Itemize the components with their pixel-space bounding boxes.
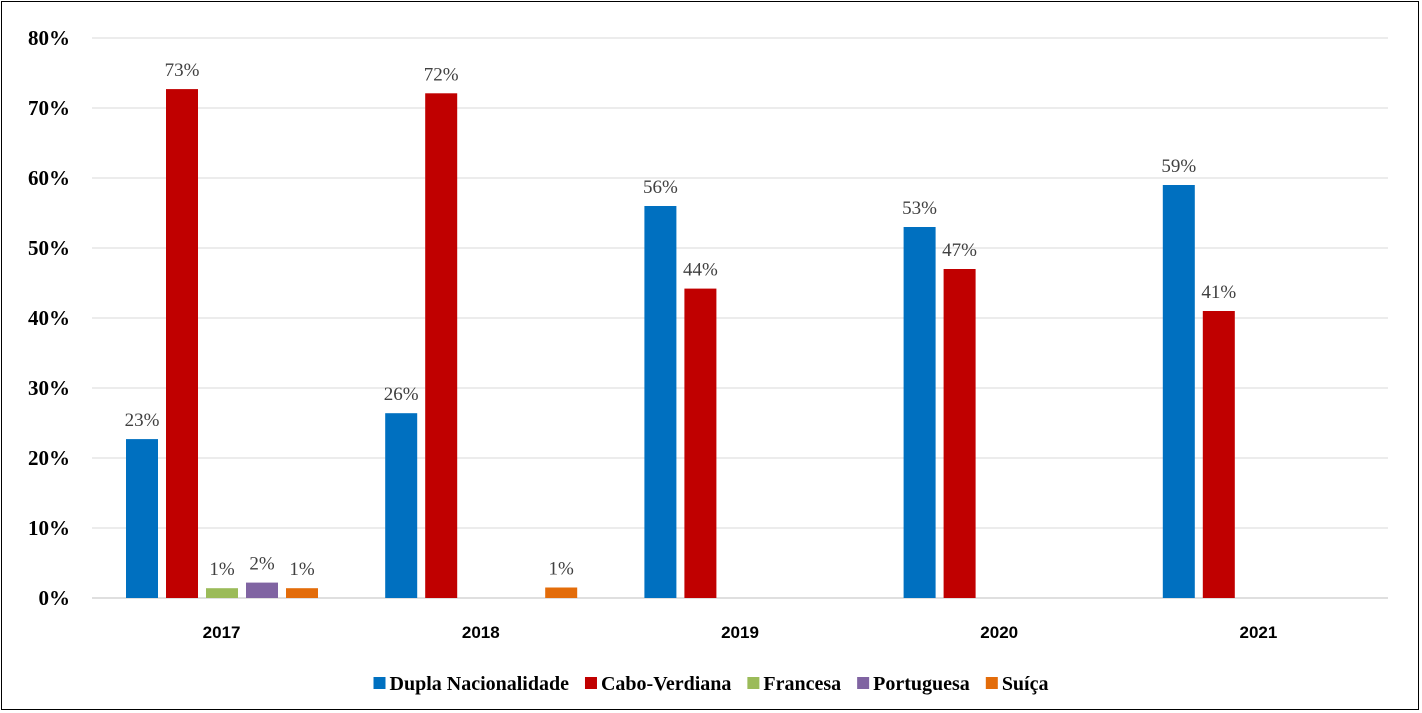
bar <box>545 587 578 598</box>
y-tick-label: 0% <box>39 586 71 610</box>
data-label: 41% <box>1201 282 1236 303</box>
bar <box>385 413 418 598</box>
x-tick-label: 2019 <box>721 623 759 642</box>
bar <box>1162 185 1195 598</box>
y-axis: 0% 10% 20% 30% 40% 50% 60% 70% 80% <box>28 26 70 610</box>
x-axis: 2017 2018 2019 2020 2021 <box>203 623 1278 642</box>
data-label: 72% <box>424 64 459 85</box>
data-label: 53% <box>902 198 937 219</box>
data-label: 2% <box>249 554 275 575</box>
data-label: 1% <box>209 559 235 580</box>
legend-swatch <box>584 677 597 689</box>
data-labels: 23% 26% 56% 53% 59% 73% 72% 44% 47% 41% 1% 2% 1% 1% <box>125 60 1237 580</box>
legend-swatch <box>985 677 998 689</box>
y-tick-label: 70% <box>28 96 70 120</box>
legend-label: Cabo-Verdiana <box>601 673 731 695</box>
bar <box>644 206 677 598</box>
x-tick-label: 2018 <box>462 623 500 642</box>
bar <box>126 439 158 598</box>
bar <box>943 269 976 598</box>
y-tick-label: 60% <box>28 166 70 190</box>
bars <box>126 89 1235 599</box>
bar <box>166 89 198 598</box>
data-label: 73% <box>165 60 200 81</box>
y-tick-label: 80% <box>28 26 70 50</box>
y-tick-label: 20% <box>28 446 70 470</box>
bar <box>1202 311 1235 598</box>
bar <box>206 588 238 598</box>
legend: Dupla Nacionalidade Cabo-Verdiana Francesa… <box>373 673 1049 695</box>
data-label: 26% <box>384 384 419 405</box>
data-label: 56% <box>643 177 678 198</box>
bar <box>246 582 278 598</box>
legend-swatch <box>373 677 386 689</box>
legend-label: Dupla Nacionalidade <box>390 673 570 695</box>
y-tick-label: 30% <box>28 376 70 400</box>
legend-swatch <box>747 677 760 689</box>
bar <box>286 588 318 598</box>
data-label: 1% <box>549 559 575 580</box>
x-tick-label: 2017 <box>203 623 241 642</box>
legend-label: Francesa <box>763 673 841 695</box>
y-tick-label: 40% <box>28 306 70 330</box>
legend-label: Portuguesa <box>873 673 970 695</box>
y-tick-label: 50% <box>28 236 70 260</box>
data-label: 1% <box>289 559 315 580</box>
data-label: 23% <box>125 410 160 431</box>
bar <box>425 93 458 599</box>
data-label: 59% <box>1161 156 1196 177</box>
legend-swatch <box>857 677 870 689</box>
y-tick-label: 10% <box>28 516 70 540</box>
data-label: 47% <box>942 240 977 261</box>
legend-label: Suíça <box>1002 673 1049 695</box>
data-label: 44% <box>683 260 718 281</box>
x-tick-label: 2021 <box>1239 623 1277 642</box>
bar <box>903 227 936 598</box>
x-tick-label: 2020 <box>980 623 1018 642</box>
bar <box>684 288 717 598</box>
